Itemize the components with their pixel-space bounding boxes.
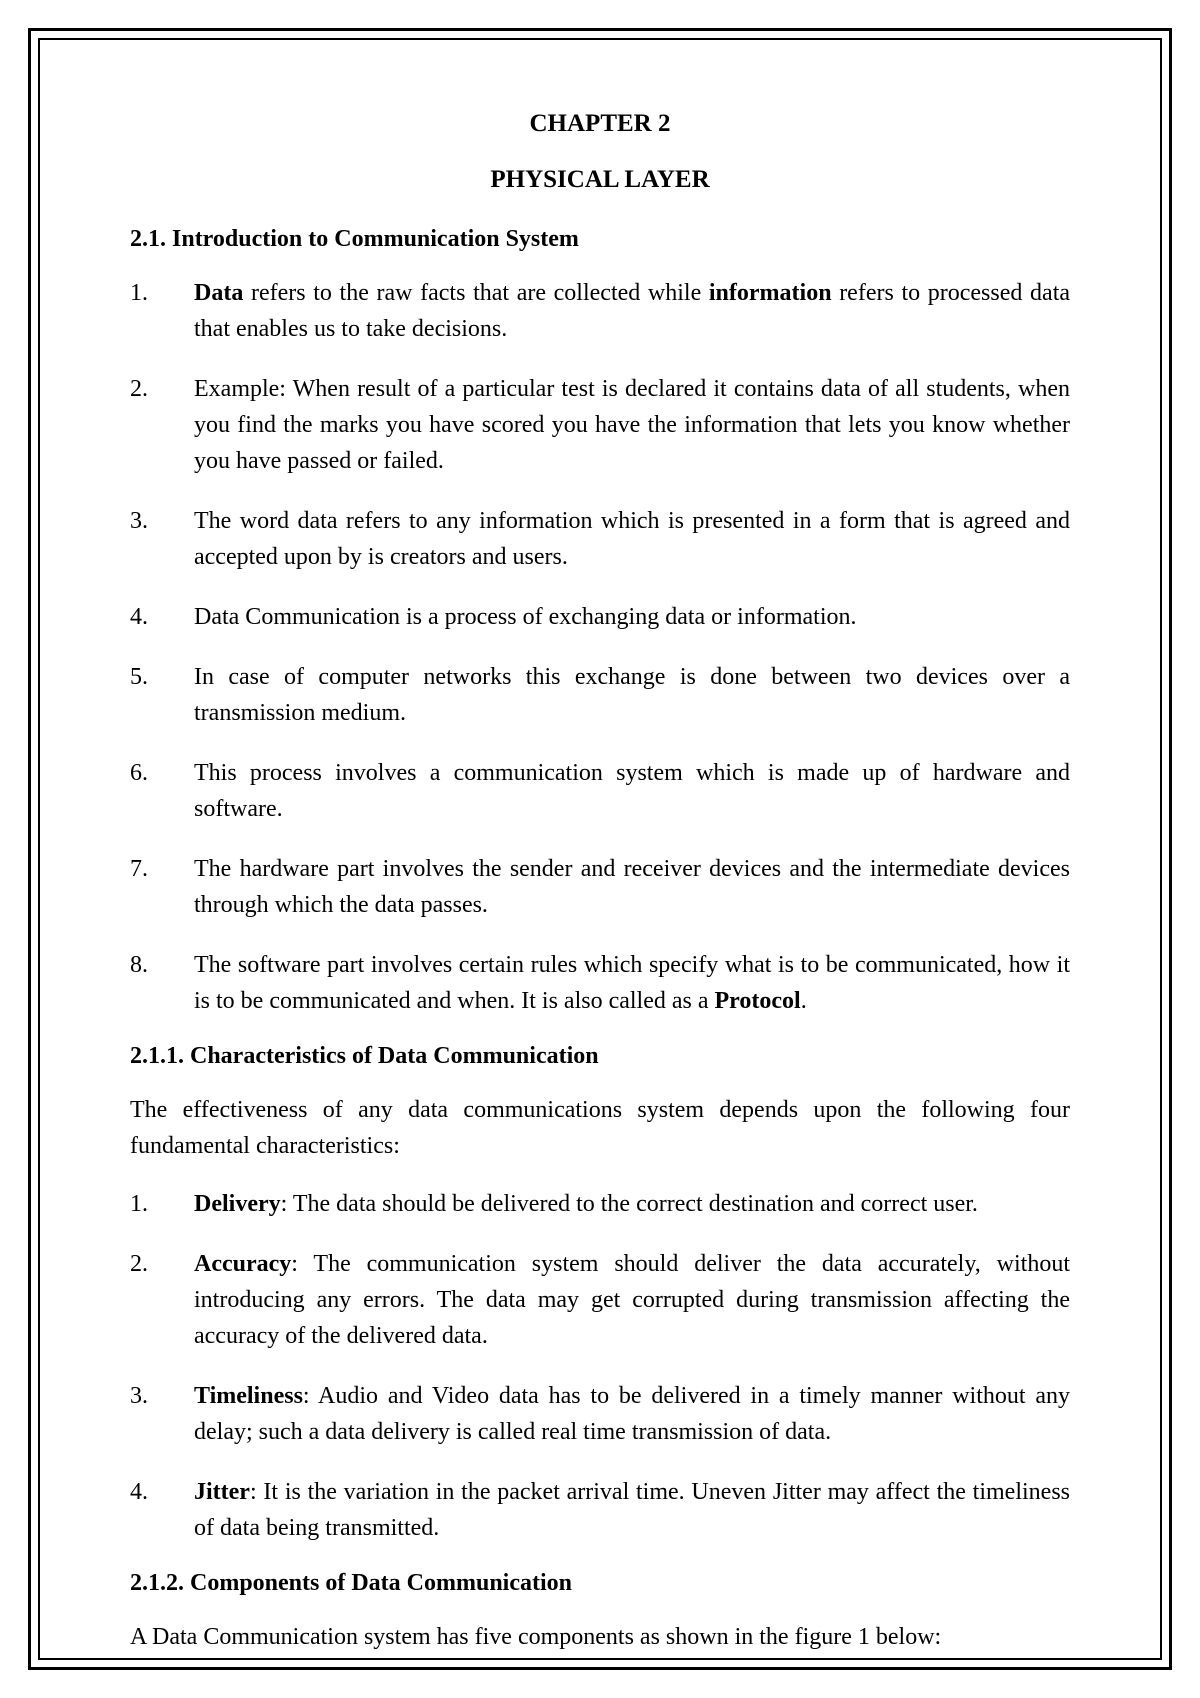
list-item-number: 2. (130, 1246, 194, 1354)
list-item-text: Data Communication is a process of excha… (194, 599, 1070, 635)
list-item-text: Jitter: It is the variation in the packe… (194, 1474, 1070, 1546)
list-item-number: 4. (130, 1474, 194, 1546)
list-item: 4.Jitter: It is the variation in the pac… (130, 1474, 1070, 1546)
list-item-text: In case of computer networks this exchan… (194, 659, 1070, 731)
list-item: 3.Timeliness: Audio and Video data has t… (130, 1378, 1070, 1450)
list-item-text: Data refers to the raw facts that are co… (194, 275, 1070, 347)
list-item: 1.Delivery: The data should be delivered… (130, 1186, 1070, 1222)
list-item: 5.In case of computer networks this exch… (130, 659, 1070, 731)
section-2-1-1-list: 1.Delivery: The data should be delivered… (130, 1186, 1070, 1546)
list-item-number: 6. (130, 755, 194, 827)
section-2-1-list: 1.Data refers to the raw facts that are … (130, 275, 1070, 1019)
list-item-number: 4. (130, 599, 194, 635)
list-item-number: 5. (130, 659, 194, 731)
list-item: 3.The word data refers to any informatio… (130, 503, 1070, 575)
list-item-number: 7. (130, 851, 194, 923)
list-item: 2.Example: When result of a particular t… (130, 371, 1070, 479)
list-item-text: Timeliness: Audio and Video data has to … (194, 1378, 1070, 1450)
chapter-title: CHAPTER 2 (130, 110, 1070, 138)
list-item: 7.The hardware part involves the sender … (130, 851, 1070, 923)
list-item-text: The hardware part involves the sender an… (194, 851, 1070, 923)
list-item-text: The word data refers to any information … (194, 503, 1070, 575)
list-item: 2.Accuracy: The communication system sho… (130, 1246, 1070, 1354)
list-item-number: 1. (130, 275, 194, 347)
section-2-1-2-heading: 2.1.2. Components of Data Communication (130, 1570, 1070, 1597)
chapter-subtitle: PHYSICAL LAYER (130, 166, 1070, 194)
list-item-text: This process involves a communication sy… (194, 755, 1070, 827)
section-2-1-1-heading: 2.1.1. Characteristics of Data Communica… (130, 1043, 1070, 1070)
document-content: CHAPTER 2 PHYSICAL LAYER 2.1. Introducti… (130, 110, 1070, 1588)
list-item-number: 2. (130, 371, 194, 479)
list-item: 4.Data Communication is a process of exc… (130, 599, 1070, 635)
list-item-number: 3. (130, 503, 194, 575)
list-item-number: 1. (130, 1186, 194, 1222)
list-item: 8.The software part involves certain rul… (130, 947, 1070, 1019)
section-2-1-heading: 2.1. Introduction to Communication Syste… (130, 226, 1070, 253)
list-item-text: Example: When result of a particular tes… (194, 371, 1070, 479)
list-item-number: 3. (130, 1378, 194, 1450)
list-item-text: Accuracy: The communication system shoul… (194, 1246, 1070, 1354)
section-2-1-1-intro: The effectiveness of any data communicat… (130, 1092, 1070, 1164)
list-item-text: Delivery: The data should be delivered t… (194, 1186, 1070, 1222)
list-item-text: The software part involves certain rules… (194, 947, 1070, 1019)
section-2-1-2-intro: A Data Communication system has five com… (130, 1619, 1070, 1655)
list-item: 1.Data refers to the raw facts that are … (130, 275, 1070, 347)
list-item-number: 8. (130, 947, 194, 1019)
list-item: 6.This process involves a communication … (130, 755, 1070, 827)
